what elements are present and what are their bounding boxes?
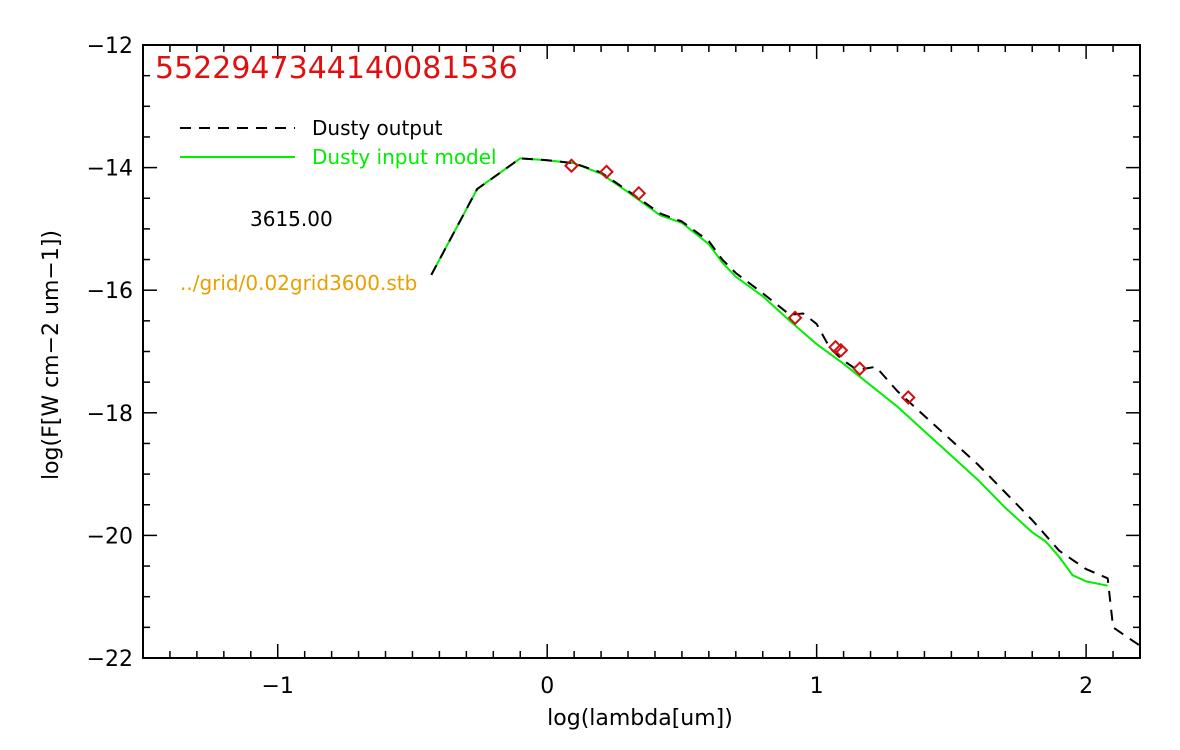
- dusty-input-line: [430, 157, 1108, 587]
- photometry-marker: [833, 342, 849, 358]
- x-tick-label: −1: [262, 674, 294, 699]
- marker-layer: [564, 158, 916, 405]
- photometry-marker: [631, 185, 647, 201]
- annotation-grid-file: ../grid/0.02grid3600.stb: [180, 271, 417, 295]
- tick-layer: [142, 44, 1141, 659]
- y-axis-title: log(F[W cm−2 um−1]): [39, 230, 64, 480]
- legend: Dusty output Dusty input model: [180, 116, 497, 169]
- x-tick-label: 0: [540, 674, 554, 699]
- legend-label-output: Dusty output: [312, 116, 443, 140]
- tick-label-layer: −1 0 1 2 −22 −20 −18 −16 −14 −12: [87, 34, 1094, 699]
- y-tick-label: −18: [87, 402, 133, 427]
- y-tick-label: −16: [87, 279, 133, 304]
- legend-label-input: Dusty input model: [312, 145, 497, 169]
- dusty-output-line: [430, 157, 1141, 647]
- x-axis-title: log(lambda[um]): [547, 706, 733, 731]
- photometry-marker: [852, 361, 868, 377]
- y-tick-label: −12: [87, 34, 133, 59]
- x-tick-label: 2: [1079, 674, 1093, 699]
- photometry-marker: [599, 164, 614, 180]
- photometry-marker: [787, 310, 803, 326]
- y-tick-label: −22: [87, 647, 133, 672]
- y-tick-label: −20: [87, 524, 133, 549]
- photometry-marker: [564, 158, 579, 174]
- series-layer: [430, 157, 1141, 647]
- plot-frame: [142, 44, 1141, 659]
- y-tick-label: −14: [87, 157, 133, 182]
- photometry-marker: [900, 390, 916, 405]
- annotation-temperature: 3615.00: [250, 207, 333, 231]
- chart-title: 5522947344140081536: [155, 51, 518, 86]
- x-tick-label: 1: [810, 674, 824, 699]
